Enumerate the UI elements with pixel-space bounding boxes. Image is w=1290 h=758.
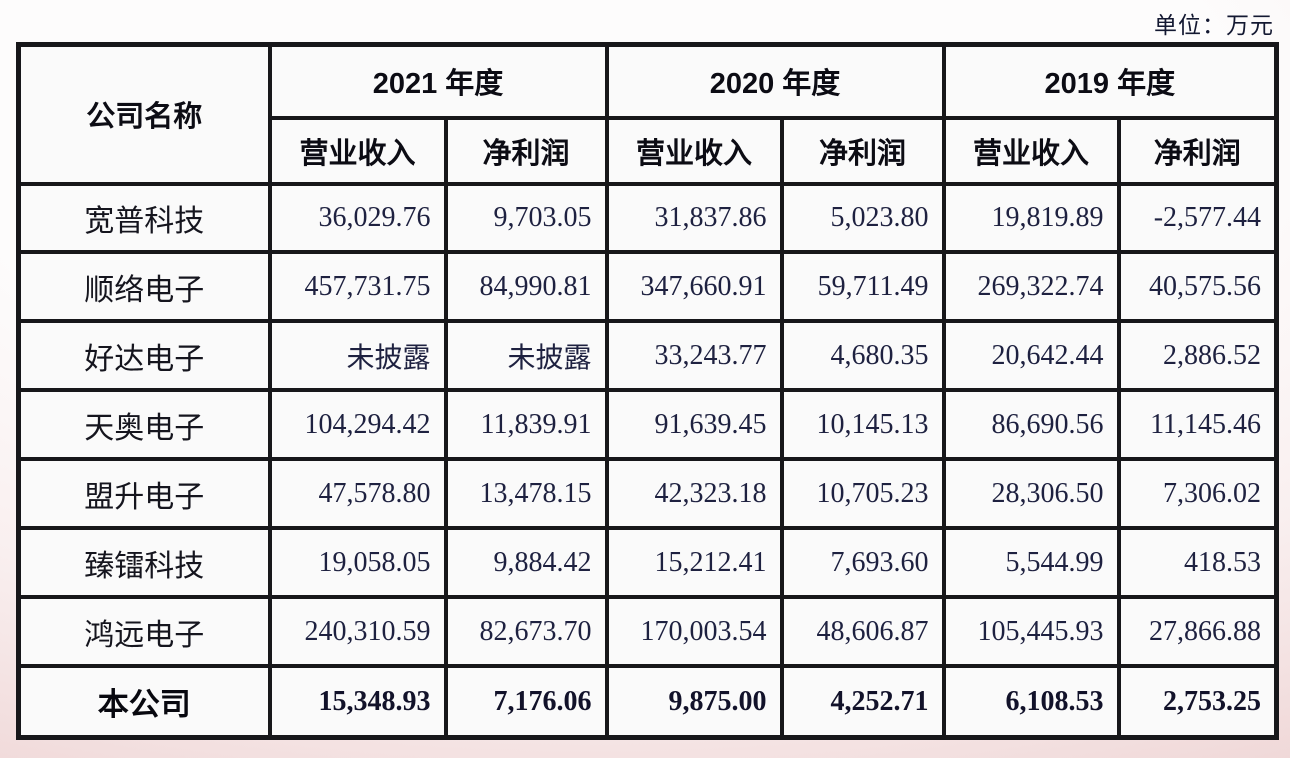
- revenue-header-2021: 营业收入: [267, 115, 448, 186]
- revenue-header-2020: 营业收入: [604, 115, 784, 186]
- value-cell: 19,819.89: [941, 181, 1121, 255]
- table-row-own-company: 本公司 15,348.93 7,176.06 9,875.00 4,252.71…: [16, 664, 1279, 740]
- table-row: 盟升电子 47,578.80 13,478.15 42,323.18 10,70…: [16, 457, 1279, 531]
- value-cell: 418.53: [1116, 526, 1279, 600]
- company-name-cell: 盟升电子: [16, 457, 272, 531]
- value-cell: 2,753.25: [1116, 664, 1279, 740]
- year-header-2020: 2020 年度: [604, 42, 946, 120]
- value-cell: 15,348.93: [267, 664, 448, 740]
- header-row-metrics: 营业收入 净利润 营业收入 净利润 营业收入 净利润: [19, 115, 1279, 186]
- value-cell: 7,693.60: [779, 526, 946, 600]
- value-cell: 31,837.86: [604, 181, 784, 255]
- financial-comparison-table: 公司名称 2021 年度 2020 年度 2019 年度 营业收入 净利润 营业…: [16, 42, 1280, 740]
- year-header-2021: 2021 年度: [267, 42, 609, 120]
- table-row: 臻镭科技 19,058.05 9,884.42 15,212.41 7,693.…: [16, 526, 1279, 600]
- header-row-years: 公司名称 2021 年度 2020 年度 2019 年度: [16, 42, 1279, 186]
- profit-header-2021: 净利润: [443, 115, 609, 186]
- value-cell: 9,884.42: [443, 526, 609, 600]
- value-cell: 48,606.87: [779, 595, 946, 669]
- value-cell: 27,866.88: [1116, 595, 1279, 669]
- value-cell: 7,306.02: [1116, 457, 1279, 531]
- value-cell: 15,212.41: [604, 526, 784, 600]
- revenue-header-2019: 营业收入: [941, 115, 1121, 186]
- value-cell: 未披露: [267, 319, 448, 393]
- company-name-header: 公司名称: [16, 42, 272, 186]
- value-cell: 82,673.70: [443, 595, 609, 669]
- company-name-cell: 天奥电子: [16, 388, 272, 462]
- company-name-cell: 宽普科技: [16, 181, 272, 255]
- company-name-cell: 本公司: [16, 664, 272, 740]
- value-cell: 5,023.80: [779, 181, 946, 255]
- value-cell: 47,578.80: [267, 457, 448, 531]
- company-name-cell: 臻镭科技: [16, 526, 272, 600]
- value-cell: 170,003.54: [604, 595, 784, 669]
- value-cell: 11,839.91: [443, 388, 609, 462]
- value-cell: 9,703.05: [443, 181, 609, 255]
- value-cell: 33,243.77: [604, 319, 784, 393]
- value-cell: 6,108.53: [941, 664, 1121, 740]
- value-cell: 347,660.91: [604, 250, 784, 324]
- company-name-cell: 好达电子: [16, 319, 272, 393]
- unit-label: 单位：万元: [1154, 13, 1274, 38]
- profit-header-2020: 净利润: [779, 115, 946, 186]
- value-cell: 84,990.81: [443, 250, 609, 324]
- table-row: 顺络电子 457,731.75 84,990.81 347,660.91 59,…: [16, 250, 1279, 324]
- value-cell: 13,478.15: [443, 457, 609, 531]
- value-cell: 104,294.42: [267, 388, 448, 462]
- value-cell: -2,577.44: [1116, 181, 1279, 255]
- value-cell: 91,639.45: [604, 388, 784, 462]
- value-cell: 59,711.49: [779, 250, 946, 324]
- value-cell: 86,690.56: [941, 388, 1121, 462]
- value-cell: 42,323.18: [604, 457, 784, 531]
- value-cell: 20,642.44: [941, 319, 1121, 393]
- value-cell: 28,306.50: [941, 457, 1121, 531]
- value-cell: 4,252.71: [779, 664, 946, 740]
- value-cell: 457,731.75: [267, 250, 448, 324]
- table-row: 好达电子 未披露 未披露 33,243.77 4,680.35 20,642.4…: [16, 319, 1279, 393]
- value-cell: 4,680.35: [779, 319, 946, 393]
- value-cell: 10,705.23: [779, 457, 946, 531]
- value-cell: 269,322.74: [941, 250, 1121, 324]
- table-row: 宽普科技 36,029.76 9,703.05 31,837.86 5,023.…: [16, 181, 1279, 255]
- table-row: 鸿远电子 240,310.59 82,673.70 170,003.54 48,…: [16, 595, 1279, 669]
- table-row: 天奥电子 104,294.42 11,839.91 91,639.45 10,1…: [16, 388, 1279, 462]
- value-cell: 7,176.06: [443, 664, 609, 740]
- company-name-cell: 鸿远电子: [16, 595, 272, 669]
- value-cell: 10,145.13: [779, 388, 946, 462]
- table-body: 宽普科技 36,029.76 9,703.05 31,837.86 5,023.…: [16, 181, 1279, 740]
- company-name-cell: 顺络电子: [16, 250, 272, 324]
- value-cell: 5,544.99: [941, 526, 1121, 600]
- value-cell: 36,029.76: [267, 181, 448, 255]
- value-cell: 2,886.52: [1116, 319, 1279, 393]
- value-cell: 19,058.05: [267, 526, 448, 600]
- value-cell: 105,445.93: [941, 595, 1121, 669]
- value-cell: 9,875.00: [604, 664, 784, 740]
- profit-header-2019: 净利润: [1116, 115, 1279, 186]
- table-header: 公司名称 2021 年度 2020 年度 2019 年度 营业收入 净利润 营业…: [16, 42, 1279, 186]
- value-cell: 40,575.56: [1116, 250, 1279, 324]
- value-cell: 11,145.46: [1116, 388, 1279, 462]
- value-cell: 240,310.59: [267, 595, 448, 669]
- value-cell: 未披露: [443, 319, 609, 393]
- year-header-2019: 2019 年度: [941, 42, 1279, 120]
